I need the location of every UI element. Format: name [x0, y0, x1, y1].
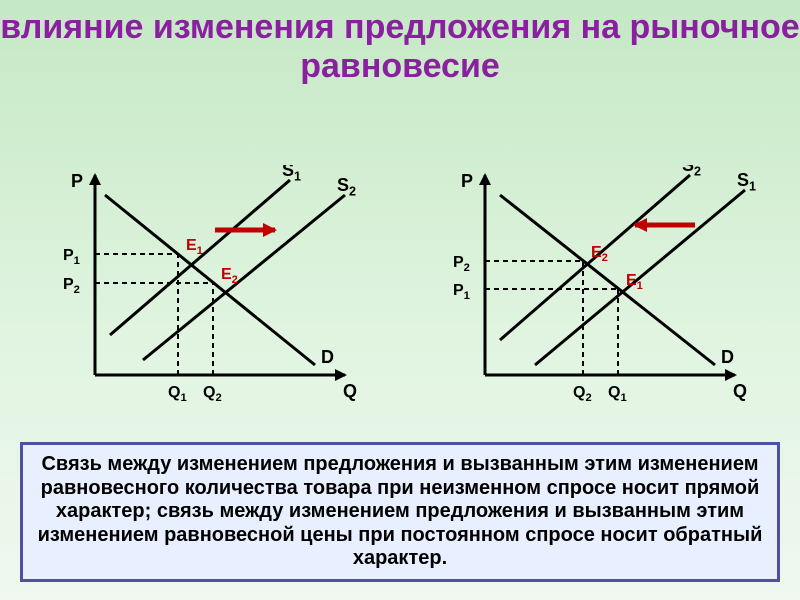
svg-text:Q: Q — [343, 381, 357, 401]
svg-text:E2: E2 — [221, 266, 238, 286]
svg-text:Q1: Q1 — [168, 384, 187, 404]
svg-text:P1: P1 — [63, 247, 80, 267]
svg-text:S2: S2 — [682, 165, 701, 179]
caption-box: Связь между изменением предложения и выз… — [20, 442, 780, 582]
svg-text:S1: S1 — [737, 170, 756, 194]
chart-right: PQDS1S2P2P1Q2Q1E1E2 — [405, 165, 785, 425]
charts-container: PQDS1S2P1P2Q1Q2E1E2 PQDS1S2P2P1Q2Q1E1E2 — [0, 165, 800, 435]
chart-left: P QD S1 S2 P1 P2 Q1 Q2 E1 E2 — [15, 165, 395, 425]
svg-text:E1: E1 — [186, 237, 203, 257]
svg-text:P1: P1 — [453, 282, 470, 302]
svg-text:Q2: Q2 — [203, 384, 222, 404]
page-title: влияние изменения предложения на рыночно… — [0, 0, 800, 86]
svg-text:P: P — [461, 171, 473, 191]
svg-text:Q: Q — [733, 381, 747, 401]
svg-text:D: D — [721, 347, 734, 367]
svg-text:P2: P2 — [63, 276, 80, 296]
svg-text:Q1: Q1 — [608, 384, 627, 404]
svg-text:D: D — [321, 347, 334, 367]
svg-text:P: P — [71, 171, 83, 191]
svg-text:S2: S2 — [337, 175, 356, 199]
svg-text:Q2: Q2 — [573, 384, 592, 404]
svg-text:S1: S1 — [282, 165, 301, 184]
svg-text:P2: P2 — [453, 254, 470, 274]
